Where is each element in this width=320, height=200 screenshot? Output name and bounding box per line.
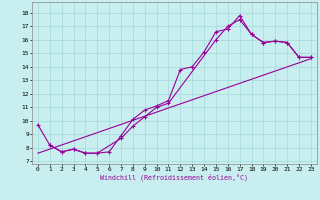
X-axis label: Windchill (Refroidissement éolien,°C): Windchill (Refroidissement éolien,°C) — [100, 173, 248, 181]
